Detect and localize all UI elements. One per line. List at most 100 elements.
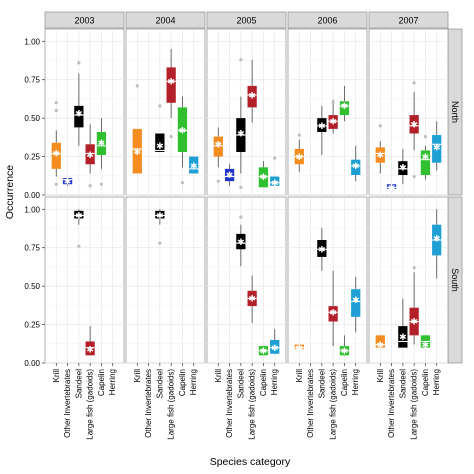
- y-tick-label: 0.75: [24, 244, 40, 253]
- box-herring: ✱: [189, 156, 199, 174]
- mean-marker: ✱: [75, 212, 83, 222]
- x-tick-label: Other Invertebrates: [63, 369, 72, 438]
- panel-2006-south: ✱ ✱ ✱ ✱ ✱: [287, 196, 368, 364]
- strip-label: 2006: [317, 16, 337, 26]
- box-krill: ✱: [213, 127, 223, 183]
- panel-background: [287, 196, 368, 364]
- y-tick-label: 0.25: [24, 153, 40, 162]
- box-body: [398, 326, 408, 348]
- outlier-point: [180, 181, 185, 185]
- box-sandeel: ✱: [236, 215, 246, 267]
- x-tick-label: Large fish (gadoids): [86, 369, 95, 440]
- mean-marker: ✱: [237, 130, 245, 140]
- outlier-point: [412, 81, 416, 85]
- box-other-invertebrates: ✱: [224, 164, 235, 186]
- box-herring: ✱: [432, 209, 442, 279]
- mean-marker: ✱: [215, 140, 223, 150]
- box-capelin: ✱: [96, 118, 107, 186]
- strip-label: 2004: [155, 16, 175, 26]
- x-axis-ticks: Krill Other Invertebrates Sandeel Large fis…: [52, 363, 441, 440]
- mean-marker: ✱: [98, 139, 106, 149]
- x-axis-title: Species category: [210, 456, 291, 468]
- panel-2005-north: ✱✱✱✱✱✱: [206, 28, 287, 196]
- x-tick-label: Capelin: [340, 369, 349, 396]
- strip-2003: 2003: [44, 11, 125, 29]
- mean-marker: ✱: [433, 144, 441, 154]
- box-capelin: ✱: [258, 346, 269, 357]
- mean-marker: ✱: [156, 142, 164, 152]
- box-body: [236, 233, 246, 250]
- x-tick-label: Other Invertebrates: [144, 369, 153, 438]
- box-body: [294, 344, 304, 350]
- strip-2005: 2005: [206, 11, 287, 29]
- box-body: [270, 176, 280, 186]
- x-tick-label: Krill: [214, 369, 223, 383]
- box-body: [432, 135, 442, 163]
- box-krill: ✱: [294, 133, 304, 172]
- box-capelin: ✱: [420, 134, 431, 180]
- box-body: [375, 147, 385, 163]
- column-strips: 2003 2004 2005 2006 2007: [44, 11, 449, 29]
- y-tick-label: 1.00: [24, 205, 40, 214]
- strip-south: South: [447, 196, 463, 364]
- y-tick-label: 0.00: [24, 191, 40, 200]
- outlier-point: [158, 241, 162, 245]
- outlier-point: [54, 101, 58, 105]
- x-tick-label: Herring: [189, 369, 198, 395]
- mean-marker: ✱: [86, 151, 94, 161]
- box-large-fish-gadoids: ✱: [85, 326, 95, 355]
- box-body: [317, 118, 327, 132]
- panel-background: [44, 196, 125, 364]
- mean-marker: ✱: [260, 347, 268, 357]
- outlier-point: [77, 61, 81, 65]
- x-tick-label: Capelin: [421, 369, 430, 396]
- box-body: [224, 168, 235, 182]
- box-body: [258, 167, 269, 188]
- box-other-invertebrates: ✱: [62, 177, 73, 187]
- mean-marker: ✱: [329, 308, 337, 318]
- outlier-point: [297, 133, 301, 137]
- mean-marker: ✱: [318, 122, 326, 132]
- strip-background: [44, 11, 125, 29]
- strip-label: North: [450, 101, 460, 123]
- box-body: [317, 240, 327, 257]
- box-body: [166, 67, 176, 103]
- x-tick-label: Capelin: [97, 369, 106, 396]
- mean-marker: ✱: [167, 77, 175, 87]
- box-sandeel: ✱: [74, 61, 84, 146]
- box-herring: ✱: [270, 329, 280, 354]
- box-large-fish-gadoids: ✱: [409, 81, 419, 179]
- panel-2003-north: ✱ ✱ ✱ ✱ ✱: [44, 28, 125, 196]
- box-other-invertebrates: ✱: [386, 184, 397, 194]
- panel-2007-north: ✱✱✱✱✱✱: [368, 28, 449, 196]
- outlier-point: [88, 184, 92, 188]
- box-body: [189, 156, 199, 174]
- panel-2004-north: ✱ ✱ ✱ ✱ ✱: [125, 28, 206, 196]
- x-tick-label: Krill: [52, 369, 61, 383]
- panel-2003-south: ✱✱: [44, 196, 125, 364]
- panels: ✱✱✱✱✱✱✱✱✱✱✱✱✱✱✱✱✱✱ ✱✱✱✱✱✱✱✱✱✱✱✱✱✱✱ ✱ ✱✱✱✱✱✱…: [44, 28, 449, 364]
- mean-marker: ✱: [377, 151, 385, 161]
- box-herring: ✱: [270, 156, 280, 189]
- box-sandeel: ✱: [398, 298, 408, 348]
- mean-marker: ✱: [352, 296, 360, 306]
- strip-background: [368, 11, 449, 29]
- mean-marker: ✱: [296, 153, 304, 163]
- box-large-fish-gadoids: ✱: [85, 124, 95, 188]
- box-sandeel: ✱: [317, 227, 327, 271]
- strip-background: [206, 11, 287, 29]
- mean-marker: ✱: [399, 164, 407, 174]
- box-body: [74, 105, 84, 128]
- x-tick-label: Sandeel: [74, 369, 83, 399]
- panel-2005-south: ✱✱✱ ✱: [206, 196, 287, 364]
- box-body: [351, 159, 361, 176]
- box-sandeel: ✱: [155, 209, 165, 245]
- y-tick-label: 0.00: [24, 359, 40, 368]
- x-tick-label: Sandeel: [317, 369, 326, 399]
- x-tick-label: Herring: [270, 369, 279, 395]
- outlier-point: [135, 84, 139, 88]
- strip-label: 2005: [236, 16, 256, 26]
- x-tick-label: Sandeel: [155, 369, 164, 399]
- y-axis-ticks: 0.00 0.25 0.50 0.75 1.00 0.00 0.25 0.50 0.75 1.00: [24, 37, 45, 368]
- box-capelin: ✱: [339, 335, 350, 357]
